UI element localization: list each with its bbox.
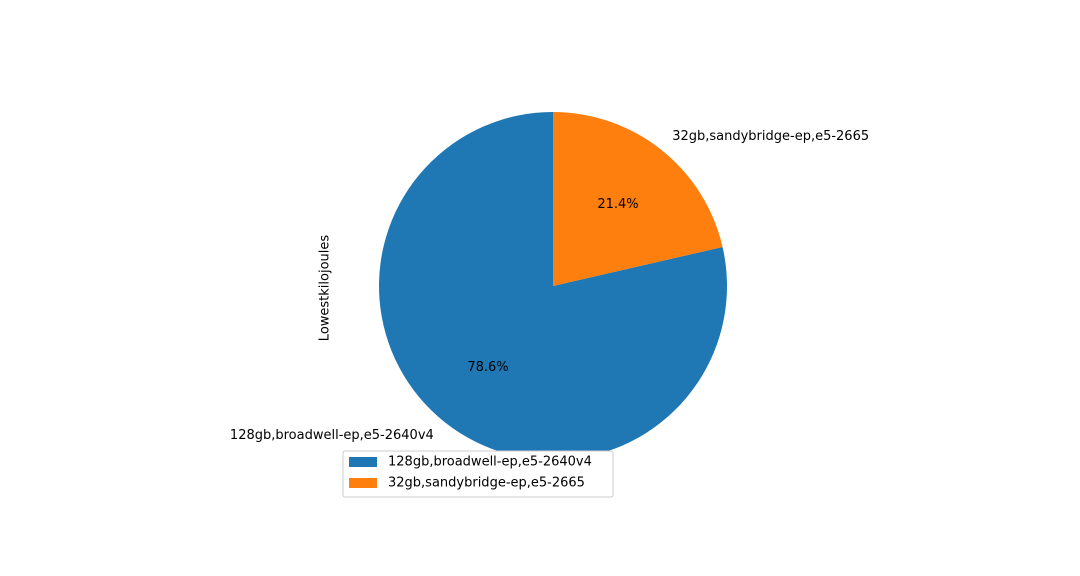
- legend-label-sandybridge: 32gb,sandybridge-ep,e5-2665: [388, 476, 585, 491]
- slice-label-broadwell: 128gb,broadwell-ep,e5-2640v4: [230, 428, 434, 443]
- slice-outer-labels: 128gb,broadwell-ep,e5-2640v4 32gb,sandyb…: [230, 129, 869, 443]
- legend-swatch-broadwell: [349, 457, 377, 467]
- legend-swatch-sandybridge: [349, 478, 377, 488]
- legend-label-broadwell: 128gb,broadwell-ep,e5-2640v4: [388, 455, 592, 470]
- slice-percent-label-sandybridge: 21.4%: [597, 197, 638, 212]
- slice-percent-label-broadwell: 78.6%: [467, 360, 508, 375]
- legend-frame: [342, 450, 614, 498]
- pie-slice-sandybridge: [553, 112, 723, 286]
- legend: 128gb,broadwell-ep,e5-2640v4 32gb,sandyb…: [342, 450, 614, 498]
- y-axis-label: Lowestkilojoules: [318, 235, 333, 342]
- slice-label-sandybridge: 32gb,sandybridge-ep,e5-2665: [672, 129, 869, 144]
- percent-labels: 78.6% 21.4%: [467, 197, 638, 375]
- pie-slices: [379, 112, 727, 461]
